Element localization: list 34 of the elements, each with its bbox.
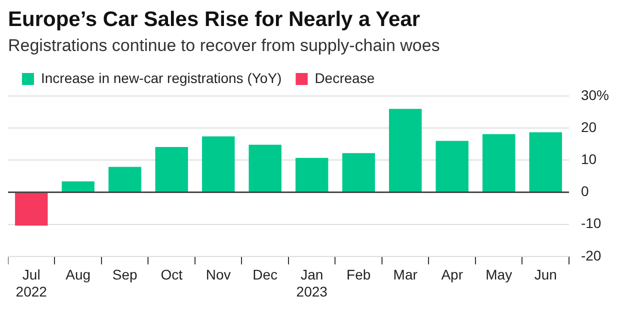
x-tick-label: Nov (206, 266, 231, 283)
legend-label: Decrease (314, 70, 375, 86)
y-tick-label: 0 (580, 183, 589, 200)
bar (296, 158, 328, 192)
x-tick-label: Jan 2023 (296, 266, 328, 300)
bar (342, 153, 375, 192)
bar (436, 140, 468, 192)
x-tick-label: Jun (534, 266, 557, 283)
bar (108, 166, 142, 192)
bar (248, 144, 282, 192)
x-tick-label: Aug (66, 266, 91, 283)
x-tick-label: Oct (160, 266, 183, 283)
bar (202, 136, 235, 192)
bar (389, 108, 422, 192)
x-tick-label: Mar (393, 266, 418, 283)
y-tick-label: 10 (580, 151, 597, 168)
bar (529, 132, 562, 192)
y-tick-label: 30% (580, 86, 610, 103)
y-tick-label: -20 (580, 247, 602, 264)
y-tick-label: -10 (580, 215, 602, 232)
chart-title: Europe’s Car Sales Rise for Nearly a Year (8, 8, 422, 32)
chart-subtitle: Registrations continue to recover from supply-chain woes (8, 36, 441, 56)
x-tick-label: Feb (346, 266, 371, 283)
x-tick-label: May (486, 266, 512, 283)
x-tick-label: Jul 2022 (16, 266, 48, 300)
y-tick-label: 20 (580, 118, 597, 135)
bar (482, 134, 516, 192)
x-tick-label: Apr (441, 266, 464, 283)
bar (15, 192, 48, 226)
x-tick-label: Dec (252, 266, 278, 283)
x-tick-label: Sep (112, 266, 138, 283)
bar (62, 181, 94, 192)
legend-label: Increase in new-car registrations (YoY) (41, 70, 282, 86)
bar (155, 147, 188, 192)
